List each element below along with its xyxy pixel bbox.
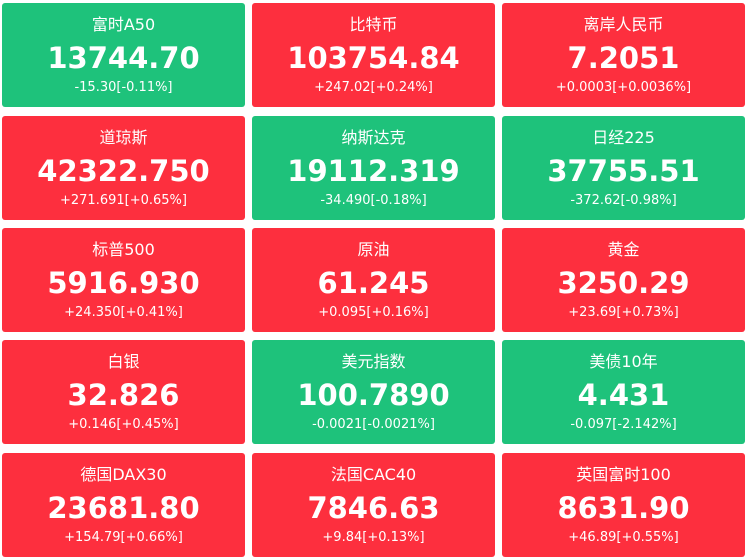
quote-tile[interactable]: 英国富时100 8631.90 +46.89[+0.55%] [502,453,745,557]
quote-price: 23681.80 [47,491,200,525]
quote-name: 纳斯达克 [341,128,406,147]
quote-tile[interactable]: 白银 32.826 +0.146[+0.45%] [2,340,245,444]
quote-price: 4.431 [577,378,670,412]
quote-tile[interactable]: 离岸人民币 7.2051 +0.0003[+0.0036%] [502,3,745,107]
quote-name: 美债10年 [589,352,658,371]
quote-change: +0.146[+0.45%] [68,417,179,432]
quote-tile[interactable]: 德国DAX30 23681.80 +154.79[+0.66%] [2,453,245,557]
quote-price: 42322.750 [37,154,210,188]
quote-tile[interactable]: 法国CAC40 7846.63 +9.84[+0.13%] [252,453,495,557]
quote-change: +24.350[+0.41%] [64,305,183,320]
quote-name: 美元指数 [341,352,406,371]
quote-price: 13744.70 [47,41,200,75]
quote-tile[interactable]: 原油 61.245 +0.095[+0.16%] [252,228,495,332]
quote-change: -0.0021[-0.0021%] [312,417,435,432]
quote-change: +0.0003[+0.0036%] [555,80,692,95]
quote-name: 法国CAC40 [330,465,417,484]
quote-price: 3250.29 [557,266,690,300]
quote-name: 黄金 [607,240,640,259]
quote-name: 英国富时100 [576,465,671,484]
quote-tile[interactable]: 日经225 37755.51 -372.62[-0.98%] [502,116,745,220]
quote-price: 32.826 [67,378,180,412]
quote-tile[interactable]: 黄金 3250.29 +23.69[+0.73%] [502,228,745,332]
quote-price: 61.245 [317,266,430,300]
quote-tile[interactable]: 富时A50 13744.70 -15.30[-0.11%] [2,3,245,107]
quote-tile[interactable]: 美元指数 100.7890 -0.0021[-0.0021%] [252,340,495,444]
quote-price: 5916.930 [47,266,200,300]
quote-price: 7846.63 [307,491,440,525]
quote-name: 白银 [107,352,140,371]
quote-name: 道琼斯 [99,128,148,147]
quote-change: +271.691[+0.65%] [60,193,187,208]
quote-name: 日经225 [592,128,655,147]
quote-price: 7.2051 [567,41,680,75]
quote-change: -34.490[-0.18%] [320,193,427,208]
quote-change: +46.89[+0.55%] [568,530,679,545]
quote-change: -15.30[-0.11%] [74,80,173,95]
quote-name: 富时A50 [91,15,156,34]
quote-change: +23.69[+0.73%] [568,305,679,320]
quote-price: 37755.51 [547,154,700,188]
quote-change: +9.84[+0.13%] [322,530,425,545]
quote-price: 100.7890 [297,378,450,412]
quote-tile[interactable]: 纳斯达克 19112.319 -34.490[-0.18%] [252,116,495,220]
quote-name: 德国DAX30 [80,465,167,484]
quote-change: +154.79[+0.66%] [64,530,183,545]
quote-tile[interactable]: 比特币 103754.84 +247.02[+0.24%] [252,3,495,107]
quote-change: -0.097[-2.142%] [570,417,677,432]
quote-name: 离岸人民币 [583,15,664,34]
quote-price: 19112.319 [287,154,460,188]
quote-name: 比特币 [349,15,398,34]
quote-tile[interactable]: 道琼斯 42322.750 +271.691[+0.65%] [2,116,245,220]
quote-name: 原油 [357,240,390,259]
quote-change: +247.02[+0.24%] [314,80,433,95]
quote-change: -372.62[-0.98%] [570,193,677,208]
quote-price: 103754.84 [287,41,460,75]
quote-change: +0.095[+0.16%] [318,305,429,320]
quote-tile[interactable]: 标普500 5916.930 +24.350[+0.41%] [2,228,245,332]
quote-tile[interactable]: 美债10年 4.431 -0.097[-2.142%] [502,340,745,444]
quote-name: 标普500 [92,240,155,259]
quote-price: 8631.90 [557,491,690,525]
